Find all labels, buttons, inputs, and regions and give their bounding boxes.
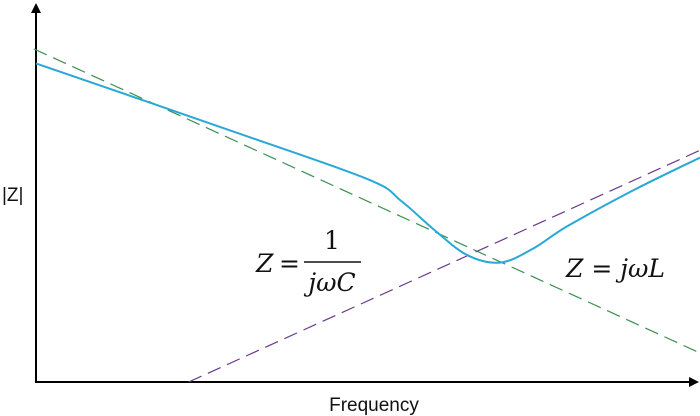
inductive-formula: Z = jωL [565, 254, 665, 283]
series-inductive-asymptote [188, 149, 700, 383]
capacitive-formula: Z = 1 jωC [255, 226, 361, 297]
y-axis-label: |Z| [2, 185, 23, 206]
formula-denominator: jωC [303, 268, 355, 297]
series-impedance-curve [35, 62, 700, 264]
series-capacitive-asymptote [33, 48, 700, 354]
formula-lhs: Z [255, 249, 274, 278]
x-axis-label: Frequency [329, 395, 419, 416]
formula-numerator: 1 [324, 226, 340, 255]
formula-equals: = [279, 249, 300, 278]
